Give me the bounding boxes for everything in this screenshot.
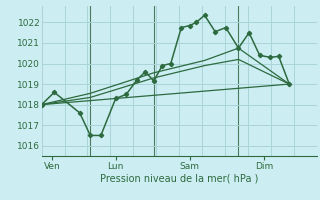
X-axis label: Pression niveau de la mer( hPa ): Pression niveau de la mer( hPa ) xyxy=(100,173,258,183)
